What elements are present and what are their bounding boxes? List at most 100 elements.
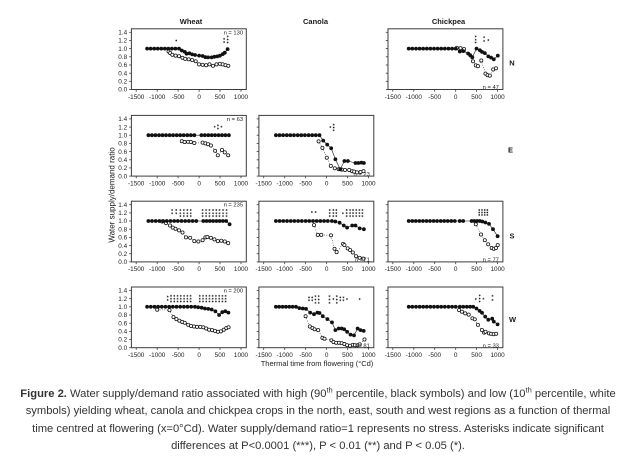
svg-text:-500: -500 <box>428 266 441 273</box>
svg-text:0.0: 0.0 <box>118 259 127 266</box>
svg-text:W: W <box>509 315 517 324</box>
svg-text:0: 0 <box>325 352 329 359</box>
svg-text:-1500: -1500 <box>128 180 145 187</box>
svg-text:500: 500 <box>215 266 226 273</box>
svg-text:-1000: -1000 <box>406 266 423 273</box>
svg-text:-1000: -1000 <box>406 352 423 359</box>
svg-text:-500: -500 <box>172 94 185 101</box>
svg-text:0.6: 0.6 <box>118 149 127 156</box>
svg-text:-500: -500 <box>299 352 312 359</box>
svg-text:-1000: -1000 <box>149 94 166 101</box>
svg-text:1.0: 1.0 <box>118 304 127 311</box>
svg-text:-500: -500 <box>172 352 185 359</box>
svg-text:-1000: -1000 <box>277 180 294 187</box>
svg-text:1000: 1000 <box>490 266 505 273</box>
svg-text:500: 500 <box>471 266 482 273</box>
svg-text:0.0: 0.0 <box>118 173 127 180</box>
svg-text:0: 0 <box>197 180 201 187</box>
svg-text:0.2: 0.2 <box>118 79 127 86</box>
svg-text:-1000: -1000 <box>149 180 166 187</box>
svg-text:500: 500 <box>342 266 353 273</box>
svg-text:-1500: -1500 <box>385 94 402 101</box>
svg-text:500: 500 <box>215 180 226 187</box>
svg-text:0.4: 0.4 <box>118 70 127 77</box>
svg-text:0.2: 0.2 <box>118 251 127 258</box>
svg-text:-1000: -1000 <box>277 266 294 273</box>
svg-text:0.4: 0.4 <box>118 329 127 336</box>
svg-text:S: S <box>509 232 514 241</box>
svg-text:500: 500 <box>215 352 226 359</box>
svg-text:0.4: 0.4 <box>118 157 127 164</box>
svg-text:500: 500 <box>342 180 353 187</box>
svg-text:n =71: n =71 <box>355 258 370 264</box>
svg-text:0.6: 0.6 <box>118 235 127 242</box>
svg-text:0: 0 <box>454 94 458 101</box>
svg-text:0: 0 <box>454 352 458 359</box>
svg-text:n = 63: n = 63 <box>227 117 243 123</box>
svg-text:-1500: -1500 <box>256 266 273 273</box>
svg-text:500: 500 <box>215 94 226 101</box>
svg-text:1.0: 1.0 <box>118 218 127 225</box>
svg-text:0.4: 0.4 <box>118 243 127 250</box>
svg-text:-1000: -1000 <box>406 94 423 101</box>
svg-text:-500: -500 <box>172 180 185 187</box>
svg-text:-1000: -1000 <box>149 352 166 359</box>
svg-text:-1500: -1500 <box>128 266 145 273</box>
svg-text:500: 500 <box>471 94 482 101</box>
svg-text:1.2: 1.2 <box>118 124 127 131</box>
svg-text:Canola: Canola <box>303 17 329 26</box>
svg-text:-500: -500 <box>299 266 312 273</box>
svg-text:0: 0 <box>197 266 201 273</box>
svg-text:1.2: 1.2 <box>118 38 127 45</box>
svg-text:Thermal time from flowering (°: Thermal time from flowering (°Cd) <box>261 359 374 368</box>
svg-text:1.2: 1.2 <box>118 296 127 303</box>
svg-text:-1500: -1500 <box>128 352 145 359</box>
svg-text:0.6: 0.6 <box>118 62 127 69</box>
svg-text:-500: -500 <box>172 266 185 273</box>
svg-text:-1000: -1000 <box>277 352 294 359</box>
svg-text:1000: 1000 <box>234 352 249 359</box>
svg-text:-1500: -1500 <box>256 352 273 359</box>
svg-text:1000: 1000 <box>234 266 249 273</box>
svg-text:0: 0 <box>325 266 329 273</box>
svg-text:-1500: -1500 <box>385 352 402 359</box>
svg-text:-1500: -1500 <box>385 266 402 273</box>
svg-text:n = 235: n = 235 <box>224 203 244 209</box>
svg-text:1.4: 1.4 <box>118 288 127 295</box>
svg-text:n= 81: n= 81 <box>355 343 370 349</box>
svg-text:Wheat: Wheat <box>180 17 203 26</box>
svg-text:n = 200: n = 200 <box>224 289 244 295</box>
svg-text:1.0: 1.0 <box>118 132 127 139</box>
svg-text:-500: -500 <box>428 352 441 359</box>
svg-text:Chickpea: Chickpea <box>432 17 466 26</box>
svg-text:1.2: 1.2 <box>118 210 127 217</box>
svg-text:0.8: 0.8 <box>118 141 127 148</box>
svg-text:1000: 1000 <box>361 180 376 187</box>
svg-text:1000: 1000 <box>234 180 249 187</box>
svg-text:0.0: 0.0 <box>118 345 127 352</box>
svg-text:0: 0 <box>325 180 329 187</box>
svg-text:1000: 1000 <box>490 94 505 101</box>
svg-text:1000: 1000 <box>361 266 376 273</box>
svg-text:1.4: 1.4 <box>118 202 127 209</box>
svg-text:1.0: 1.0 <box>118 46 127 53</box>
svg-text:1000: 1000 <box>361 352 376 359</box>
svg-text:Water supply/demand ratio: Water supply/demand ratio <box>108 147 117 243</box>
svg-text:-500: -500 <box>428 94 441 101</box>
svg-text:1.4: 1.4 <box>118 30 127 37</box>
svg-text:0.8: 0.8 <box>118 226 127 233</box>
svg-text:0: 0 <box>197 352 201 359</box>
svg-text:0.8: 0.8 <box>118 54 127 61</box>
svg-text:1.4: 1.4 <box>118 116 127 123</box>
svg-text:-1000: -1000 <box>149 266 166 273</box>
svg-text:n = 23: n = 23 <box>354 172 370 178</box>
svg-text:-1500: -1500 <box>256 180 273 187</box>
svg-text:0.0: 0.0 <box>118 87 127 94</box>
svg-text:n = 47: n = 47 <box>483 85 499 91</box>
svg-text:n = 77: n = 77 <box>483 258 499 264</box>
svg-text:0.6: 0.6 <box>118 320 127 327</box>
svg-text:-1500: -1500 <box>128 94 145 101</box>
svg-text:500: 500 <box>471 352 482 359</box>
svg-text:0: 0 <box>197 94 201 101</box>
svg-text:0.8: 0.8 <box>118 312 127 319</box>
